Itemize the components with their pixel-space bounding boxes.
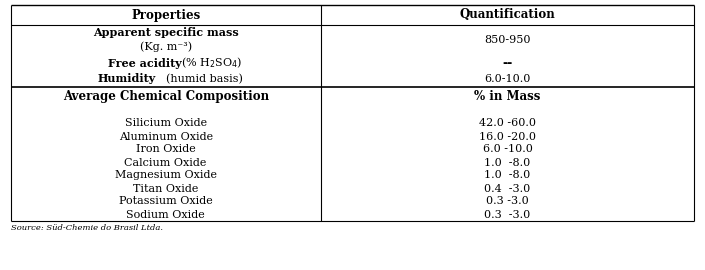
Text: Apparent specific mass: Apparent specific mass — [93, 28, 238, 39]
Text: 6.0-10.0: 6.0-10.0 — [484, 74, 531, 84]
Text: --: -- — [503, 56, 513, 69]
Text: Iron Oxide: Iron Oxide — [136, 144, 195, 154]
Text: 42.0 -60.0: 42.0 -60.0 — [479, 119, 536, 129]
Text: Titan Oxide: Titan Oxide — [133, 184, 198, 194]
Text: % in Mass: % in Mass — [474, 90, 541, 103]
Text: 1.0  -8.0: 1.0 -8.0 — [484, 157, 531, 167]
Text: 16.0 -20.0: 16.0 -20.0 — [479, 131, 536, 141]
Text: 6.0 -10.0: 6.0 -10.0 — [483, 144, 532, 154]
Text: Magnesium Oxide: Magnesium Oxide — [115, 170, 216, 181]
Text: 1.0  -8.0: 1.0 -8.0 — [484, 170, 531, 181]
Text: (Kg. m⁻³): (Kg. m⁻³) — [140, 42, 192, 52]
Text: Aluminum Oxide: Aluminum Oxide — [118, 131, 213, 141]
Text: Sodium Oxide: Sodium Oxide — [126, 210, 205, 220]
Text: Silicium Oxide: Silicium Oxide — [125, 119, 207, 129]
Text: Humidity: Humidity — [98, 73, 156, 85]
Text: 0.3 -3.0: 0.3 -3.0 — [486, 197, 529, 207]
Text: Potassium Oxide: Potassium Oxide — [119, 197, 212, 207]
Text: 0.4  -3.0: 0.4 -3.0 — [484, 184, 531, 194]
Text: Calcium Oxide: Calcium Oxide — [125, 157, 207, 167]
Text: (% H$_2$SO$_4$): (% H$_2$SO$_4$) — [181, 56, 242, 70]
Text: Free acidity: Free acidity — [108, 58, 181, 69]
Text: Average Chemical Composition: Average Chemical Composition — [63, 90, 269, 103]
Text: Properties: Properties — [131, 8, 200, 22]
Text: (humid basis): (humid basis) — [166, 74, 243, 84]
Text: 850-950: 850-950 — [484, 35, 531, 45]
Text: Quantification: Quantification — [460, 8, 556, 22]
Text: 0.3  -3.0: 0.3 -3.0 — [484, 210, 531, 220]
Text: Source: Süd-Chemie do Brasil Ltda.: Source: Süd-Chemie do Brasil Ltda. — [11, 224, 163, 232]
